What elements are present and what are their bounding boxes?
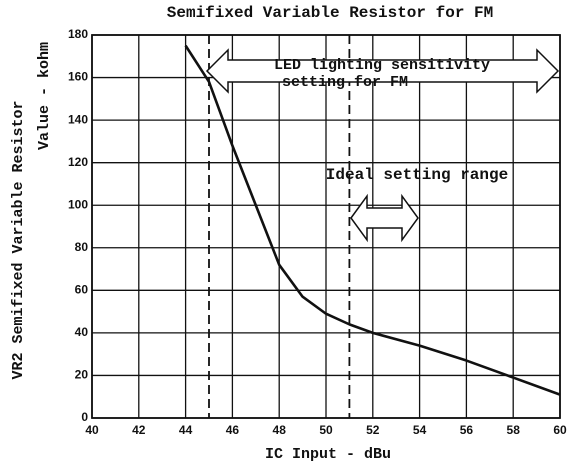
x-tick-label: 58 [507, 423, 521, 437]
ideal-arrow [350, 193, 419, 243]
x-axis-label: IC Input - dBu [265, 446, 391, 463]
x-tick-label: 56 [460, 423, 474, 437]
y-tick-label: 80 [75, 240, 89, 254]
annotation: setting for FM [282, 74, 408, 91]
x-tick-label: 40 [85, 423, 99, 437]
y-tick-label: 100 [68, 197, 88, 211]
curve [184, 44, 561, 396]
y-tick-label: 0 [81, 410, 88, 424]
y-axis-label: VR2 Semifixed Variable Resistor [10, 100, 27, 379]
y-tick-label: 120 [68, 155, 88, 169]
y-tick-label: 60 [75, 283, 89, 297]
y-tick-label: 140 [68, 112, 88, 126]
y-tick-label: 160 [68, 70, 88, 84]
x-tick-label: 50 [319, 423, 333, 437]
x-tick-label: 48 [273, 423, 287, 437]
y-tick-label: 40 [75, 325, 89, 339]
x-tick-label: 44 [179, 423, 193, 437]
x-tick-label: 46 [226, 423, 240, 437]
annotation: LED lighting sensitivity [274, 57, 490, 74]
range-arrow [205, 48, 560, 94]
y-tick-label: 20 [75, 368, 89, 382]
x-tick-label: 42 [132, 423, 146, 437]
y-axis-label: Value - kohm [36, 42, 53, 150]
plot-frame [91, 34, 561, 419]
annotation: Ideal setting range [326, 166, 508, 184]
x-tick-label: 52 [366, 423, 380, 437]
x-tick-label: 54 [413, 423, 427, 437]
x-tick-label: 60 [553, 423, 567, 437]
y-tick-label: 180 [68, 27, 88, 41]
plot-area: 0 20 40 60 80 100 120 140 160 180 40 42 44 46 48 50 52 54… [68, 27, 567, 437]
chart-title: Semifixed Variable Resistor for FM [167, 4, 493, 22]
